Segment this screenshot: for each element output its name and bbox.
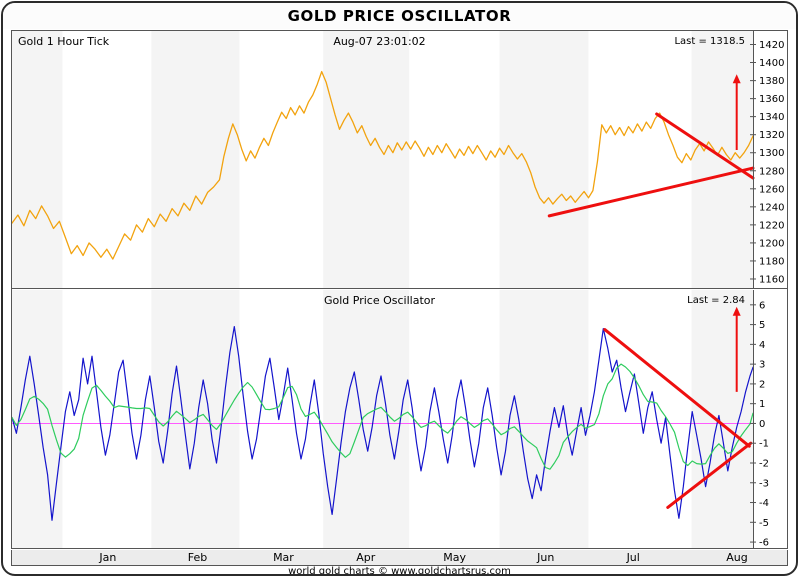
y-tick-label: 5 — [759, 320, 765, 331]
y-tick-label: -2 — [759, 458, 769, 469]
month-band — [691, 31, 753, 288]
trendline — [655, 112, 755, 180]
up-arrow-head — [732, 74, 741, 84]
y-tick-label: -3 — [759, 478, 769, 489]
y-tick-label: -6 — [759, 538, 769, 548]
oscillator-chart: 6 5 4 3 2 1 0 -1 -2 -3 -4 -5 -6 — [12, 290, 769, 548]
gold-price-chart: 1420 1400 1380 1360 1340 1320 1300 1280 1260 1240… — [12, 31, 784, 288]
month-band — [691, 290, 753, 548]
x-axis-month-strip: Jan Feb Mar Apr May Jun Jul Aug — [11, 550, 788, 566]
y-tick-label: 1180 — [759, 256, 784, 267]
trendline — [666, 441, 753, 509]
month-label: Jun — [537, 551, 555, 564]
up-arrow-head — [732, 306, 741, 316]
month-label: Apr — [356, 551, 376, 564]
month-band — [499, 290, 589, 548]
month-band — [499, 31, 589, 288]
y-tick-label: -1 — [759, 439, 769, 450]
oscillator-panel: 6 5 4 3 2 1 0 -1 -2 -3 -4 -5 -6 Gold Price Oscillato… — [12, 290, 787, 548]
y-tick-label: 1280 — [759, 166, 784, 177]
month-label: Jul — [626, 551, 640, 564]
month-label: Aug — [726, 551, 748, 564]
month-band — [151, 31, 240, 288]
month-band — [12, 31, 63, 288]
y-tick-label: 1300 — [759, 148, 784, 159]
trendline — [547, 166, 755, 218]
footer-credit: world gold charts © www.goldchartsrus.co… — [288, 566, 511, 576]
month-band — [323, 31, 410, 288]
y-tick-label: 1240 — [759, 202, 784, 213]
last-value-label: Last = 1318.5 — [674, 36, 745, 47]
y-tick-label: 3 — [759, 360, 765, 371]
y-tick-label: 6 — [759, 300, 765, 311]
y-tick-label: 1360 — [759, 94, 784, 105]
y-tick-label: 4 — [759, 340, 765, 351]
y-tick-label: -4 — [759, 498, 769, 509]
oscillator-smoothed-line — [12, 363, 754, 470]
gold-price-line — [12, 70, 754, 260]
oscillator-line — [12, 325, 754, 521]
y-tick-label: 1260 — [759, 184, 784, 195]
panel-label: Gold 1 Hour Tick — [18, 35, 110, 48]
y-tick-label: -5 — [759, 518, 769, 529]
month-band — [323, 290, 410, 548]
y-tick-label: 1 — [759, 399, 765, 410]
month-label: May — [443, 551, 466, 564]
month-band — [12, 290, 63, 548]
y-tick-label: 1160 — [759, 274, 784, 285]
y-tick-label: 0 — [759, 419, 765, 430]
page-title: GOLD PRICE OSCILLATOR — [3, 3, 796, 29]
y-tick-label: 1420 — [759, 40, 784, 51]
y-tick-label: 1380 — [759, 76, 784, 87]
month-label: Feb — [187, 551, 208, 564]
gold-price-panel: 1420 1400 1380 1360 1340 1320 1300 1280 1260 1240… — [12, 31, 787, 289]
trendline — [603, 328, 751, 448]
y-tick-label: 1320 — [759, 130, 784, 141]
y-tick-label: 1200 — [759, 238, 784, 249]
y-tick-label: 1220 — [759, 220, 784, 231]
y-tick-label: 1400 — [759, 58, 784, 69]
last-value-label: Last = 2.84 — [687, 295, 745, 306]
y-tick-label: 2 — [759, 379, 765, 390]
chart-area: 1420 1400 1380 1360 1340 1320 1300 1280 1260 1240… — [11, 30, 788, 549]
month-label: Mar — [273, 551, 294, 564]
month-label: Jan — [99, 551, 117, 564]
panel-label: Gold Price Oscillator — [323, 294, 436, 307]
timestamp: Aug-07 23:01:02 — [333, 35, 426, 48]
y-tick-label: 1340 — [759, 112, 784, 123]
